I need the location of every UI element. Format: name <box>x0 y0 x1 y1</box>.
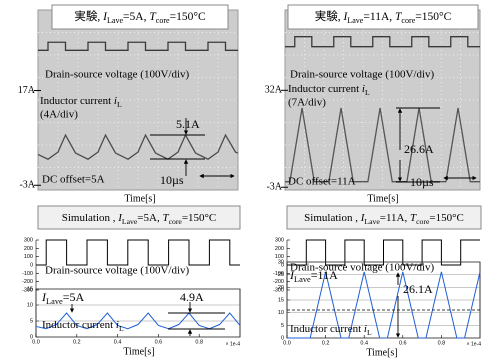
panel-title-part: 実験, <box>315 9 344 23</box>
y-tick-label: 15 <box>27 286 33 292</box>
y-tick-label: 5 <box>281 323 284 329</box>
panel-title-part: core <box>156 16 170 25</box>
time-scale: 10µs <box>160 173 184 187</box>
x-tick-label: 0.6 <box>155 339 163 345</box>
y-tick-label: 25 <box>278 272 284 278</box>
panel-title-part: core <box>401 16 415 25</box>
current-label-part: Inductor current <box>42 319 116 331</box>
y-tick-label: 100 <box>24 254 33 260</box>
panel-title-part: core <box>416 217 430 226</box>
y-tick-label: 30 <box>278 259 284 265</box>
panel-title-part: Lave <box>107 16 124 25</box>
y-tick-label: 300 <box>275 237 284 243</box>
voltage-label: Drain-source voltage (100V/div) <box>45 69 190 81</box>
x-tick-label: 0.8 <box>438 340 446 346</box>
x-axis-label: Time[s] <box>123 346 154 357</box>
ripple-label: 26.6A <box>404 142 434 156</box>
y-tick-label: -100 <box>22 271 33 277</box>
average-label-part: =5A <box>63 290 85 304</box>
average-label-part: Lave <box>46 297 63 306</box>
x-multiplier: × 1e-4 <box>226 341 241 347</box>
current-label-part: Inductor current <box>288 83 362 95</box>
x-tick-label: 0.8 <box>195 339 203 345</box>
x-tick-label: 0.4 <box>114 339 122 345</box>
average-label-part: Lave <box>294 275 311 284</box>
panel-title-part: =150°C <box>415 11 451 23</box>
ripple-label: 26.1A <box>403 282 433 296</box>
current-label-part: Inductor current <box>290 323 364 335</box>
figure: 17A-3A32A-3A3002001000-100-200-300051015… <box>0 0 483 358</box>
x-tick-label: 0.2 <box>73 339 81 345</box>
panel-title-part: =5A, <box>137 212 162 224</box>
y-tick-label: 5 <box>30 318 33 324</box>
average-label: ILave=5A <box>41 290 85 307</box>
voltage-label: Drain-source voltage (100V/div) <box>45 265 190 277</box>
y-tick-label: 10 <box>27 302 33 308</box>
x-axis-label: Time[s] <box>366 347 397 358</box>
y-tick-label: -3A <box>19 180 35 191</box>
current-label: Inductor current iL <box>42 319 124 334</box>
panel-title-part: Lave <box>347 16 364 25</box>
panel-title-part: =11A, <box>380 212 410 224</box>
y-tick-label: 32A <box>265 85 283 96</box>
x-tick-label: 0.2 <box>322 340 330 346</box>
current-label-part: L <box>119 324 124 333</box>
panel-title-part: Lave <box>364 217 380 226</box>
offset-label: DC offset=11A <box>288 176 356 188</box>
ripple-label: 5.1A <box>176 117 200 131</box>
page: {"chart_data": [ {"type": "line", "title… <box>0 0 483 358</box>
average-label-part: =11A <box>311 268 338 282</box>
panel-title-part: Lave <box>122 217 138 226</box>
current-trace <box>36 240 240 265</box>
y-tick-label: 15 <box>278 297 284 303</box>
y-tick-label: -200 <box>22 279 33 285</box>
panel-title-part: Simulation , <box>62 212 119 224</box>
current-scale: (7A/div) <box>288 97 326 109</box>
panel-title-part: Simulation , <box>304 212 361 224</box>
x-tick-label: 0.4 <box>360 340 368 346</box>
current-label: Inductor current iL <box>290 323 372 338</box>
offset-label: DC offset=5A <box>42 174 105 186</box>
y-tick-label: 200 <box>24 246 33 252</box>
y-tick-label: 20 <box>278 285 284 291</box>
current-scale: (4A/div) <box>40 109 78 121</box>
panel-title-part: =11A, <box>363 11 395 23</box>
x-axis-label: Time[s] <box>124 193 155 204</box>
y-tick-label: -3A <box>266 182 282 193</box>
x-axis-label: Time[s] <box>367 193 398 204</box>
y-tick-label: 17A <box>18 85 36 96</box>
y-tick-label: 200 <box>275 246 284 252</box>
x-multiplier: × 1e-4 <box>467 341 482 347</box>
panel-title-part: =150°C <box>170 11 206 23</box>
ripple-label: 4.9A <box>180 290 204 304</box>
current-label-part: L <box>365 88 370 97</box>
panel-title-part: 実験, <box>74 9 103 23</box>
time-scale: 10µs <box>410 175 434 189</box>
x-tick-label: 0.0 <box>32 339 40 345</box>
current-label-part: L <box>367 328 372 337</box>
panel-title-part: =5A, <box>123 11 149 23</box>
y-tick-label: 300 <box>24 237 33 243</box>
current-label-part: Inductor current <box>40 95 114 107</box>
panel-title-part: =150°C <box>182 212 216 224</box>
panel-title-part: =150°C <box>429 212 463 224</box>
y-tick-label: 10 <box>278 310 284 316</box>
x-tick-label: 0.6 <box>399 340 407 346</box>
x-tick-label: 0.0 <box>283 340 291 346</box>
panel-title-part: core <box>169 217 183 226</box>
y-tick-label: 0 <box>30 262 33 268</box>
voltage-label: Drain-source voltage (100V/div) <box>290 69 435 81</box>
current-label-part: L <box>117 100 122 109</box>
